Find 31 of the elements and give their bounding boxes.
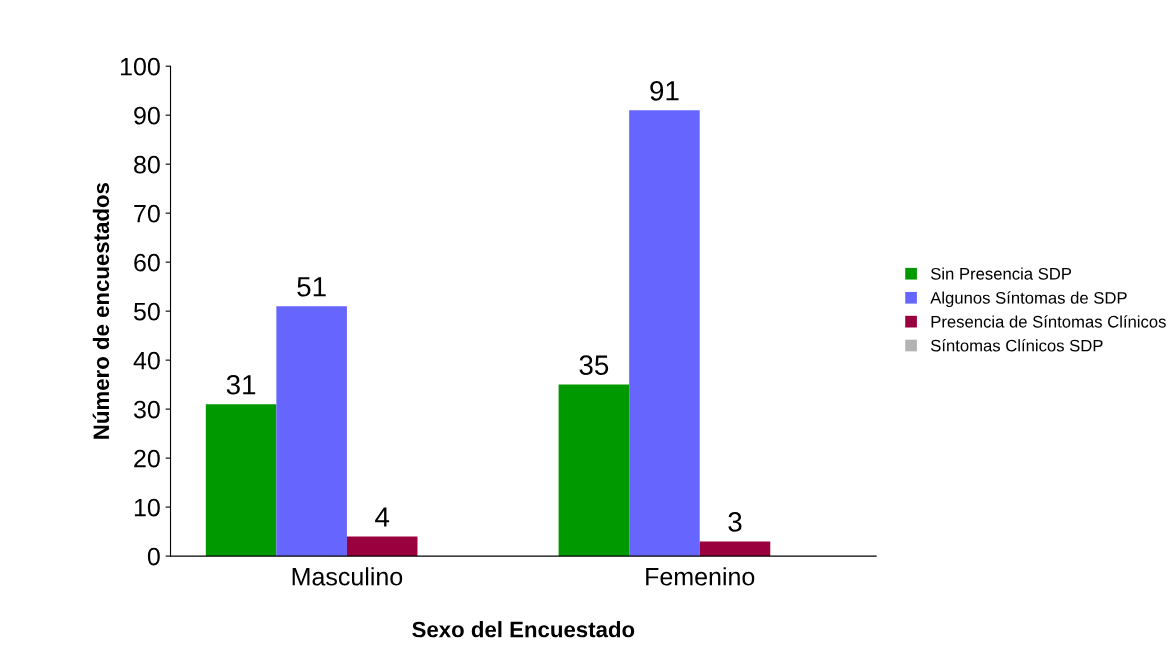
y-tick-label: 50: [133, 302, 160, 321]
data-label: 4: [375, 507, 390, 527]
y-tick-label: 30: [133, 400, 160, 419]
bar: [276, 306, 347, 557]
x-tick-label: Femenino: [646, 567, 755, 586]
data-label: 31: [226, 374, 256, 395]
y-tick-label: 80: [134, 155, 160, 174]
bar: [558, 384, 630, 557]
bar: [205, 404, 277, 557]
x-tick-label: Masculino: [292, 567, 403, 586]
y-tick-label: 0: [147, 547, 160, 566]
y-tick-label: 60: [134, 253, 160, 272]
y-tick-label: 40: [133, 351, 160, 370]
y-tick-label: 20: [134, 449, 160, 468]
data-label: 51: [297, 277, 326, 297]
legend-label: Presencia de Síntomas Clínicos: [931, 315, 1166, 328]
bar: [629, 110, 700, 557]
y-tick-label: 10: [134, 498, 160, 517]
y-tick-label: 90: [134, 106, 160, 125]
y-tick-label: 70: [134, 204, 160, 223]
y-tick-label: 100: [121, 57, 160, 76]
x-axis-title: Sexo del Encuestado: [412, 621, 635, 638]
bar: [699, 541, 771, 557]
data-label: 35: [579, 355, 609, 375]
legend-label: Síntomas Clínicos SDP: [930, 339, 1103, 352]
legend-label: Sin Presencia SDP: [930, 267, 1072, 280]
data-label: 91: [650, 80, 679, 101]
data-label: 3: [728, 512, 742, 532]
y-axis-title: Número de encuestados: [92, 182, 110, 439]
legend-label: Algunos Síntomas de SDP: [930, 291, 1127, 308]
bar: [346, 536, 418, 557]
